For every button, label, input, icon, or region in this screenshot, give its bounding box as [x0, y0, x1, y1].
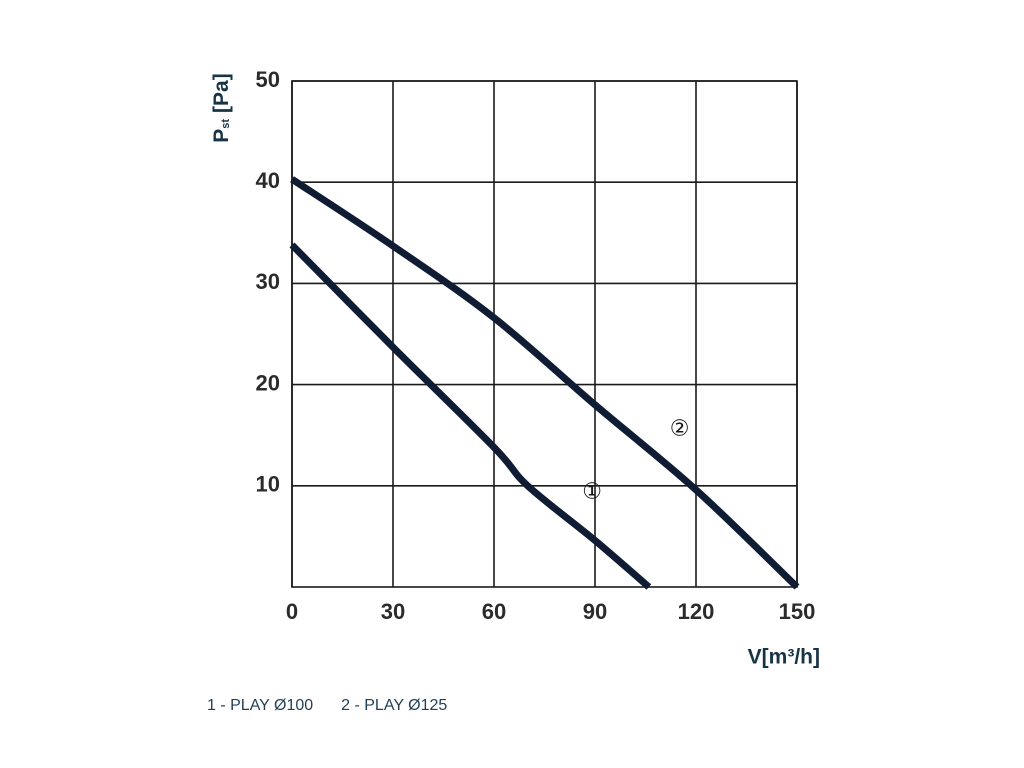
x-tick-label: 150 — [779, 599, 816, 624]
x-axis-label: V[m³/h] — [748, 646, 820, 669]
x-tick-label: 0 — [286, 599, 298, 624]
series-line — [290, 176, 800, 590]
y-tick-label: 30 — [256, 269, 280, 294]
x-tick-label: 30 — [381, 599, 405, 624]
y-tick-label: 50 — [256, 67, 280, 92]
y-axis-label: Pst [Pa] — [210, 73, 233, 142]
y-tick-label: 10 — [256, 472, 280, 497]
curve-marker: ① — [582, 478, 602, 503]
series-line — [289, 242, 652, 590]
y-tick-label: 20 — [256, 370, 280, 395]
y-label-sub: st — [220, 119, 232, 129]
y-label-main: P — [210, 129, 233, 143]
y-label-unit: [Pa] — [210, 73, 233, 113]
legend-entry: 1 - PLAY Ø100 — [207, 697, 313, 714]
x-tick-label: 90 — [583, 599, 607, 624]
legend: 1 - PLAY Ø100 2 - PLAY Ø125 — [207, 697, 447, 714]
y-tick-label: 40 — [256, 168, 280, 193]
x-tick-label: 60 — [482, 599, 506, 624]
legend-entry: 2 - PLAY Ø125 — [341, 697, 447, 714]
curve-marker: ② — [670, 416, 690, 441]
x-tick-label: 120 — [678, 599, 715, 624]
